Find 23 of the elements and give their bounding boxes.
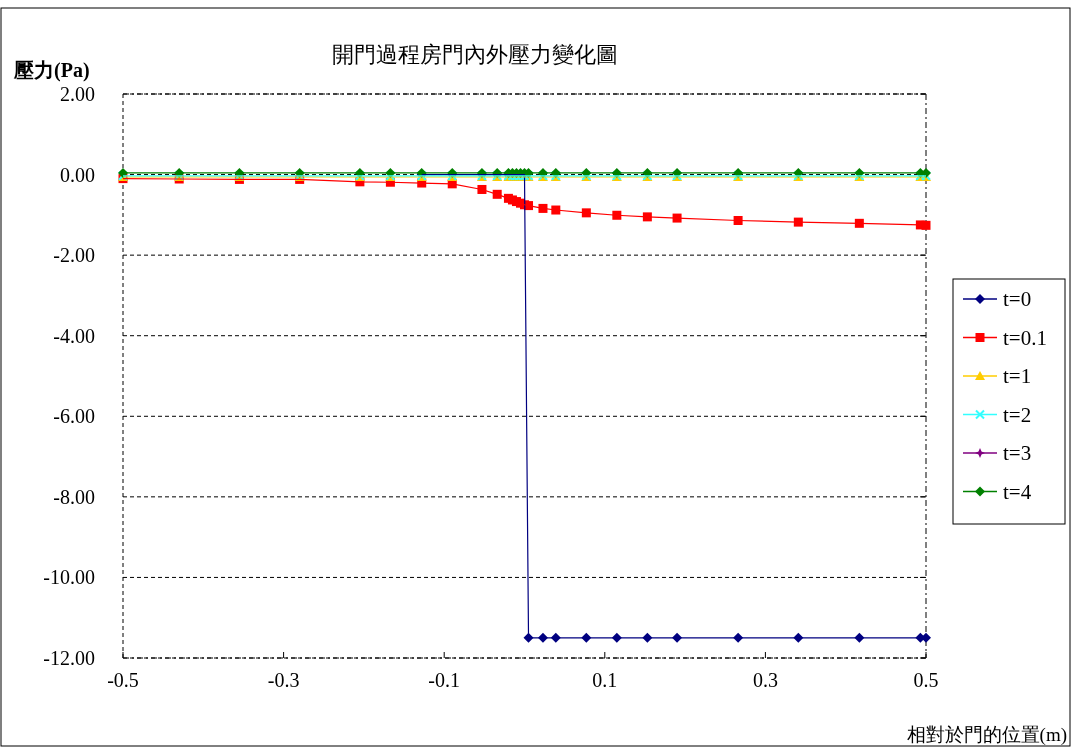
y-tick-label: 0.00 [60,163,95,186]
y-tick-label: 2.00 [60,83,95,105]
x-tick-label: -0.5 [107,669,139,691]
legend-label: t=1 [1003,364,1032,388]
y-tick-label: -10.00 [43,566,95,589]
x-tick-label: -0.3 [267,669,300,691]
y-tick-label: -12.00 [43,647,95,669]
legend-label: t=0 [1003,287,1032,311]
x-tick-label: 0.3 [752,669,778,691]
chart-title: 開門過程房門內外壓力變化圖 [331,42,618,67]
y-tick-label: -8.00 [53,485,95,508]
x-tick-label: -0.1 [428,669,461,691]
x-axis-title: 相對於門的位置(m) [906,724,1067,746]
legend-label: t=3 [1003,441,1032,465]
y-tick-label: -4.00 [53,324,95,347]
y-axis-title: 壓力(Pa) [13,59,90,82]
legend-label: t=0.1 [1003,325,1047,350]
y-tick-label: -2.00 [53,244,95,267]
x-tick-label: 0.5 [913,669,939,691]
legend-label: t=2 [1003,402,1032,427]
x-tick-label: 0.1 [592,669,618,691]
legend-label: t=4 [1003,479,1032,504]
y-tick-label: -6.00 [53,405,95,428]
